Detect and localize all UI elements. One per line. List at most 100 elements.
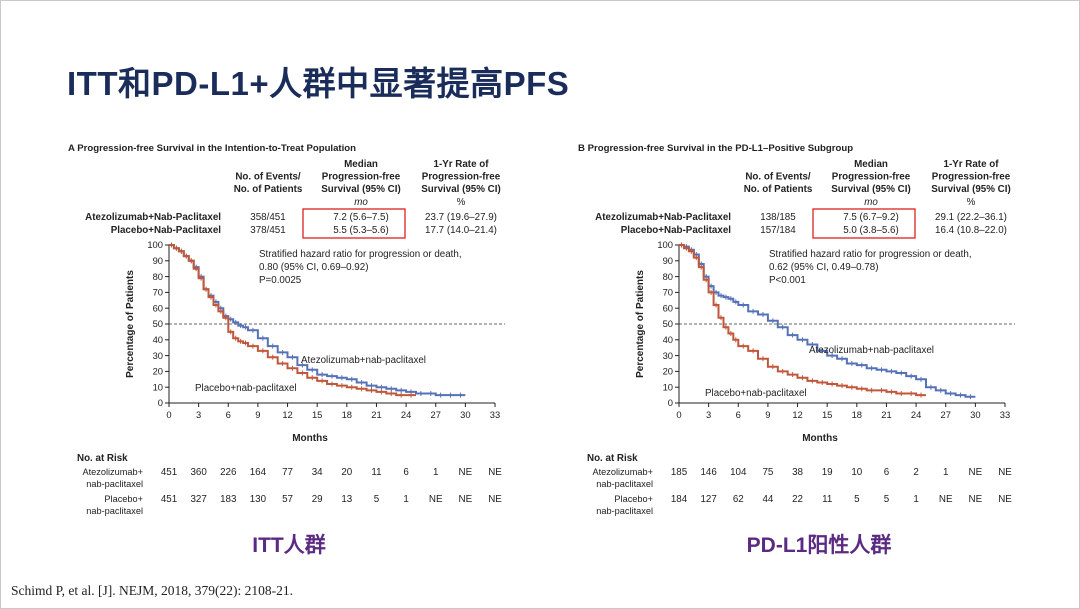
itt-label: ITT人群 bbox=[252, 534, 326, 557]
hazard-ratio-annotation: Stratified hazard ratio for progression … bbox=[259, 249, 462, 260]
x-tick-label: 21 bbox=[881, 409, 891, 420]
at-risk-row-label: nab-paclitaxel bbox=[596, 479, 653, 489]
y-tick-label: 70 bbox=[663, 287, 673, 298]
at-risk-value: NE bbox=[459, 467, 473, 478]
x-tick-label: 18 bbox=[342, 409, 352, 420]
table-header: Median bbox=[854, 159, 888, 170]
x-tick-label: 24 bbox=[911, 409, 921, 420]
pdl1-label: PD-L1阳性人群 bbox=[746, 534, 892, 557]
x-tick-label: 0 bbox=[166, 409, 171, 420]
at-risk-value: 164 bbox=[250, 467, 267, 478]
hazard-ratio-annotation: P<0.001 bbox=[769, 275, 806, 286]
table-header: Survival (95% CI) bbox=[831, 184, 911, 195]
y-tick-label: 40 bbox=[153, 334, 163, 345]
at-risk-row-label: Placebo+ bbox=[104, 494, 143, 504]
table-header: Progression-free bbox=[932, 172, 1011, 183]
atezolizumab-curve-label: Atezolizumab+nab-paclitaxel bbox=[809, 345, 934, 356]
panel-title: B Progression-free Survival in the PD-L1… bbox=[578, 143, 853, 154]
table-row-label: Atezolizumab+Nab-Paclitaxel bbox=[595, 212, 731, 223]
y-tick-label: 80 bbox=[663, 271, 673, 282]
table-header: Progression-free bbox=[832, 172, 911, 183]
slide-title: ITT和PD-L1+人群中显著提高PFS bbox=[67, 65, 570, 102]
x-tick-label: 9 bbox=[765, 409, 770, 420]
at-risk-value: 185 bbox=[671, 467, 688, 478]
events-cell: 378/451 bbox=[250, 225, 285, 236]
at-risk-value: 130 bbox=[250, 494, 267, 505]
at-risk-value: 327 bbox=[190, 494, 206, 505]
at-risk-value: 2 bbox=[913, 467, 918, 478]
at-risk-value: 44 bbox=[762, 494, 773, 505]
x-tick-label: 24 bbox=[401, 409, 411, 420]
km-chart: A Progression-free Survival in the Inten… bbox=[68, 143, 505, 516]
median-cell: 5.0 (3.8–5.6) bbox=[843, 225, 899, 236]
at-risk-value: 1 bbox=[403, 494, 408, 505]
table-row-label: Placebo+Nab-Paclitaxel bbox=[111, 225, 222, 236]
table-header: Progression-free bbox=[422, 172, 501, 183]
y-tick-label: 20 bbox=[663, 366, 673, 377]
at-risk-value: NE bbox=[429, 494, 443, 505]
y-tick-label: 100 bbox=[657, 239, 673, 250]
at-risk-row-label: nab-paclitaxel bbox=[596, 506, 653, 516]
table-header: 1-Yr Rate of bbox=[944, 159, 1000, 170]
at-risk-value: 226 bbox=[220, 467, 237, 478]
at-risk-value: 77 bbox=[282, 467, 293, 478]
y-tick-label: 60 bbox=[153, 302, 163, 313]
x-tick-label: 3 bbox=[706, 409, 711, 420]
hazard-ratio-annotation: 0.80 (95% CI, 0.69–0.92) bbox=[259, 262, 368, 273]
rate-cell: 29.1 (22.2–36.1) bbox=[935, 212, 1007, 223]
at-risk-row-label: Placebo+ bbox=[614, 494, 653, 504]
table-header: No. of Events/ bbox=[235, 172, 301, 183]
at-risk-value: NE bbox=[969, 467, 983, 478]
y-axis-label: Percentage of Patients bbox=[125, 270, 136, 378]
x-axis-label: Months bbox=[292, 433, 328, 444]
x-tick-label: 15 bbox=[312, 409, 322, 420]
table-unit: % bbox=[967, 197, 976, 208]
at-risk-value: 5 bbox=[884, 494, 890, 505]
x-tick-label: 33 bbox=[1000, 409, 1010, 420]
at-risk-value: 10 bbox=[851, 467, 862, 478]
at-risk-value: 13 bbox=[341, 494, 352, 505]
at-risk-value: 62 bbox=[733, 494, 744, 505]
y-tick-label: 10 bbox=[663, 381, 673, 392]
x-tick-label: 6 bbox=[226, 409, 231, 420]
median-cell: 7.5 (6.7–9.2) bbox=[843, 212, 899, 223]
events-cell: 358/451 bbox=[250, 212, 285, 223]
hazard-ratio-annotation: Stratified hazard ratio for progression … bbox=[769, 249, 972, 260]
x-tick-label: 27 bbox=[431, 409, 441, 420]
at-risk-value: 22 bbox=[792, 494, 803, 505]
table-row-label: Atezolizumab+Nab-Paclitaxel bbox=[85, 212, 221, 223]
at-risk-value: 451 bbox=[161, 494, 177, 505]
events-cell: 138/185 bbox=[760, 212, 796, 223]
citation: Schimd P, et al. [J]. NEJM, 2018, 379(22… bbox=[11, 583, 293, 598]
x-tick-label: 15 bbox=[822, 409, 832, 420]
x-tick-label: 33 bbox=[490, 409, 500, 420]
table-unit: mo bbox=[864, 197, 878, 208]
at-risk-value: 5 bbox=[854, 494, 860, 505]
placebo-curve-label: Placebo+nab-paclitaxel bbox=[705, 388, 807, 399]
rate-cell: 17.7 (14.0–21.4) bbox=[425, 225, 497, 236]
y-tick-label: 40 bbox=[663, 334, 673, 345]
at-risk-value: NE bbox=[939, 494, 953, 505]
at-risk-value: NE bbox=[488, 467, 502, 478]
at-risk-value: 1 bbox=[913, 494, 918, 505]
y-tick-label: 80 bbox=[153, 271, 163, 282]
median-highlight-box bbox=[302, 208, 406, 239]
at-risk-value: 29 bbox=[312, 494, 323, 505]
y-tick-label: 90 bbox=[663, 255, 673, 266]
at-risk-value: NE bbox=[488, 494, 502, 505]
at-risk-value: 184 bbox=[671, 494, 688, 505]
km-panel-pdl1: B Progression-free Survival in the PD-L1… bbox=[573, 137, 1023, 527]
x-tick-label: 27 bbox=[941, 409, 951, 420]
x-tick-label: 3 bbox=[196, 409, 201, 420]
at-risk-value: 451 bbox=[161, 467, 177, 478]
y-tick-label: 0 bbox=[668, 397, 673, 408]
at-risk-title: No. at Risk bbox=[77, 453, 128, 464]
placebo-curve bbox=[679, 244, 926, 397]
y-tick-label: 0 bbox=[158, 397, 163, 408]
at-risk-value: 11 bbox=[371, 467, 381, 478]
median-cell: 7.2 (5.6–7.5) bbox=[333, 212, 389, 223]
x-tick-label: 12 bbox=[282, 409, 292, 420]
at-risk-value: 34 bbox=[312, 467, 323, 478]
at-risk-value: NE bbox=[998, 494, 1012, 505]
at-risk-value: 104 bbox=[730, 467, 747, 478]
